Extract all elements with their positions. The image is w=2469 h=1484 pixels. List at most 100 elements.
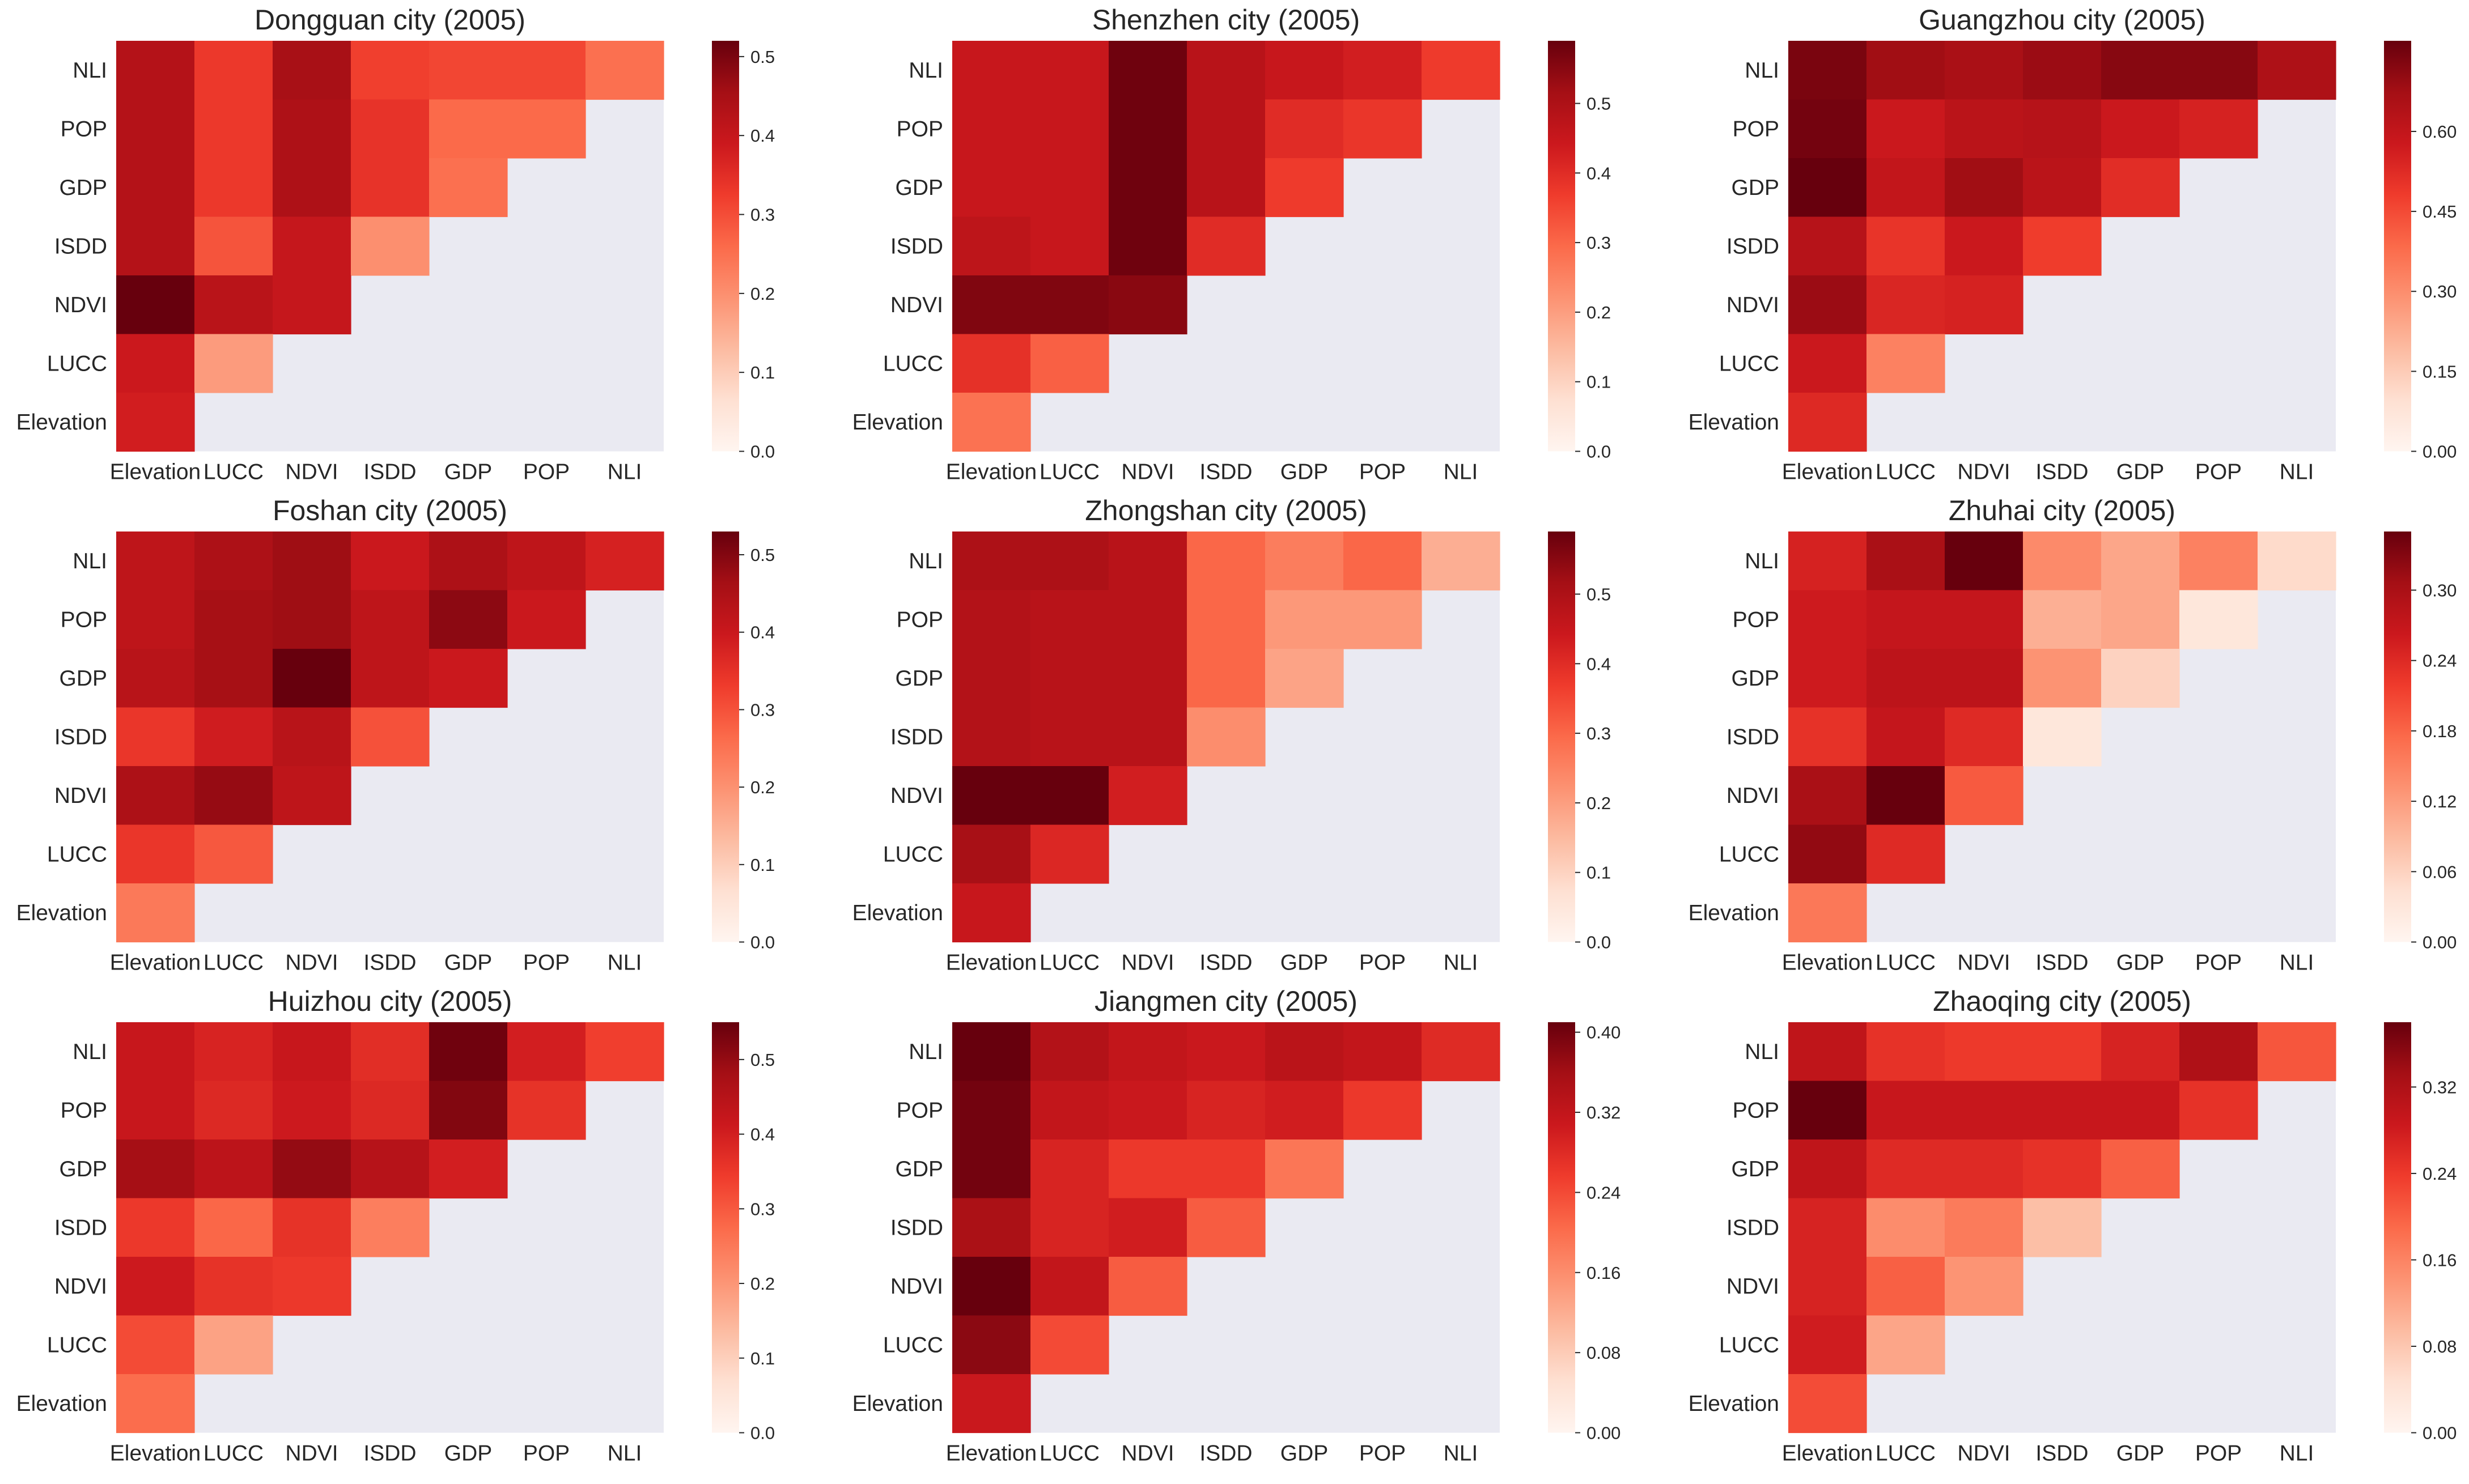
y-tick-label: NDVI xyxy=(54,1274,107,1299)
heatmap-cell xyxy=(273,1198,351,1257)
heatmap-cell xyxy=(507,41,586,100)
colorbar-tick-label: 0.08 xyxy=(1586,1343,1620,1363)
heatmap-cell xyxy=(1187,590,1266,649)
y-tick-label: POP xyxy=(1733,607,1779,632)
heatmap-cell xyxy=(116,393,195,452)
heatmap-cell xyxy=(2101,41,2180,100)
heatmap-cell xyxy=(351,1081,430,1140)
colorbar-tick-label: 0.16 xyxy=(1586,1263,1620,1283)
heatmap-cell xyxy=(507,590,586,649)
heatmap-cell xyxy=(952,707,1031,767)
heatmap-cell xyxy=(1866,1257,1945,1316)
heatmap-cell xyxy=(1109,99,1187,159)
heatmap-cell xyxy=(194,824,273,884)
heatmap-cell xyxy=(1788,1022,1867,1082)
heatmap-cell xyxy=(1109,766,1187,826)
heatmap-cell xyxy=(1788,883,1867,943)
y-tick-label: Elevation xyxy=(852,901,943,925)
heatmap-cell xyxy=(1187,1139,1266,1199)
heatmap-cell xyxy=(1866,766,1945,826)
heatmap-cell xyxy=(952,1139,1031,1199)
colorbar-tick-label: 0.30 xyxy=(2423,282,2457,301)
heatmap-cell xyxy=(1866,41,1945,100)
heatmap-cell xyxy=(952,1257,1031,1316)
y-tick-label: LUCC xyxy=(47,351,107,376)
heatmap-cell xyxy=(116,590,195,649)
x-tick-label: LUCC xyxy=(203,460,264,484)
x-tick-label: ISDD xyxy=(2035,460,2088,484)
heatmap-cell xyxy=(1945,1139,2023,1199)
heatmap-cell xyxy=(194,1022,273,1082)
colorbar-tick-label: 0.00 xyxy=(2423,1423,2457,1443)
x-tick-label: NLI xyxy=(1444,1442,1478,1466)
y-tick-label: NDVI xyxy=(1726,1274,1779,1299)
heatmap-cell xyxy=(273,1257,351,1316)
heatmap-cell xyxy=(1945,275,2023,335)
heatmap-cell xyxy=(1265,1081,1344,1140)
heatmap-cell xyxy=(1187,1198,1266,1257)
heatmap-cell xyxy=(2023,707,2102,767)
y-tick-label: NDVI xyxy=(1726,784,1779,808)
x-tick-label: GDP xyxy=(1280,951,1329,975)
heatmap-cell xyxy=(194,334,273,393)
colorbar-tick-label: 0.5 xyxy=(750,1050,775,1070)
y-tick-label: Elevation xyxy=(16,901,107,925)
colorbar-tick-label: 0.0 xyxy=(750,1423,775,1443)
chart-title: Zhaoqing city (2005) xyxy=(1933,985,2191,1017)
x-tick-label: Elevation xyxy=(946,1442,1037,1466)
heatmap-cell xyxy=(1788,531,1867,591)
heatmap-cell xyxy=(1866,275,1945,335)
heatmap-cell xyxy=(429,590,508,649)
y-tick-label: NLI xyxy=(73,549,107,573)
x-tick-label: NLI xyxy=(2280,951,2314,975)
heatmap-cell xyxy=(2101,99,2180,159)
heatmap-cell xyxy=(2023,649,2102,708)
colorbar-tick-label: 0.1 xyxy=(750,363,775,382)
x-tick-label: NDVI xyxy=(285,460,338,484)
heatmap-cell xyxy=(194,1198,273,1257)
colorbar-tick-label: 0.2 xyxy=(750,284,775,304)
y-tick-label: Elevation xyxy=(16,1392,107,1416)
colorbar-tick-label: 0.18 xyxy=(2423,721,2457,741)
heatmap-cell xyxy=(1788,99,1867,159)
heatmap-cell xyxy=(2023,590,2102,649)
heatmap-cell xyxy=(1788,1139,1867,1199)
heatmap-cell xyxy=(351,649,430,708)
colorbar-tick-label: 0.4 xyxy=(1586,163,1611,183)
heatmap-cell xyxy=(1788,216,1867,276)
heatmap-cell xyxy=(1109,590,1187,649)
colorbar xyxy=(1548,1022,1575,1433)
colorbar-tick-label: 0.0 xyxy=(750,933,775,953)
y-tick-label: GDP xyxy=(895,1157,943,1181)
heatmap-cell xyxy=(273,158,351,218)
heatmap-cell xyxy=(1866,1081,1945,1140)
heatmap-cell xyxy=(586,41,664,100)
chart-title: Zhongshan city (2005) xyxy=(1085,495,1367,526)
colorbar-tick-label: 0.3 xyxy=(750,1199,775,1219)
colorbar-tick-label: 0.00 xyxy=(1586,1423,1620,1443)
heatmap-cell xyxy=(273,766,351,826)
heatmap-cell xyxy=(1788,158,1867,218)
x-tick-label: NDVI xyxy=(1957,1442,2010,1466)
heatmap-cell xyxy=(273,216,351,276)
heatmap-cell xyxy=(2023,99,2102,159)
colorbar-tick-label: 0.4 xyxy=(750,126,775,146)
heatmap-cell xyxy=(194,766,273,826)
y-tick-label: NLI xyxy=(909,1040,943,1064)
y-tick-label: GDP xyxy=(59,1157,107,1181)
heatmap-panel: Zhaoqing city (2005) NLI POP GDP ISDD NDVI LUC… xyxy=(1689,985,2457,1466)
heatmap-cell xyxy=(952,216,1031,276)
colorbar-tick-label: 0.5 xyxy=(750,47,775,67)
heatmap-cell xyxy=(2179,41,2258,100)
y-tick-label: ISDD xyxy=(1726,725,1779,749)
heatmap-cell xyxy=(1109,649,1187,708)
x-tick-label: GDP xyxy=(2116,460,2165,484)
x-tick-label: ISDD xyxy=(1199,460,1252,484)
heatmap-cell xyxy=(1187,707,1266,767)
heatmap-cell xyxy=(351,158,430,218)
heatmap-cell xyxy=(351,1022,430,1082)
colorbar-tick-label: 0.2 xyxy=(750,1274,775,1294)
heatmap-cell xyxy=(1788,334,1867,393)
heatmap-cell xyxy=(1030,275,1109,335)
heatmap-cell xyxy=(1265,41,1344,100)
